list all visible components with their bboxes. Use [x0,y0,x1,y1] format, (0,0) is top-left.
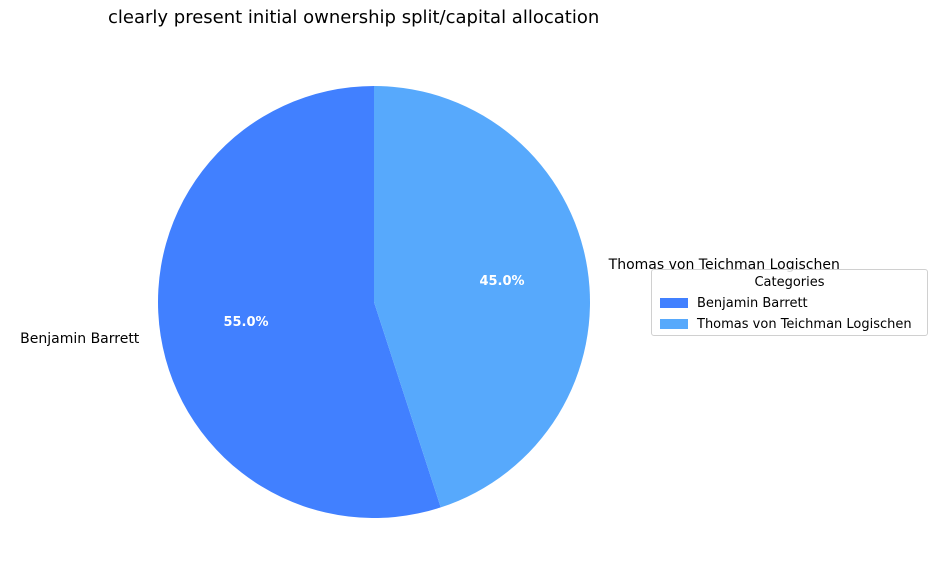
legend: Categories Benjamin Barrett Thomas von T… [651,269,928,336]
slice-percent-label: 55.0% [223,315,268,330]
slice-category-label: Thomas von Teichman Logischen [608,257,840,273]
pie-slice-thomas-von-teichman-logischen [374,86,591,508]
legend-swatch [660,298,688,308]
legend-label: Benjamin Barrett [697,295,808,311]
pie-slice-benjamin-barrett [158,86,441,518]
legend-item-thomas-von-teichman-logischen: Thomas von Teichman Logischen [660,316,912,332]
legend-label: Thomas von Teichman Logischen [697,316,912,332]
slice-percent-label: 45.0% [479,274,524,289]
legend-item-benjamin-barrett: Benjamin Barrett [660,295,808,311]
slice-category-label: Benjamin Barrett [20,331,140,347]
legend-title: Categories [754,275,825,290]
legend-swatch [660,319,688,329]
chart-title: clearly present initial ownership split/… [108,7,600,28]
